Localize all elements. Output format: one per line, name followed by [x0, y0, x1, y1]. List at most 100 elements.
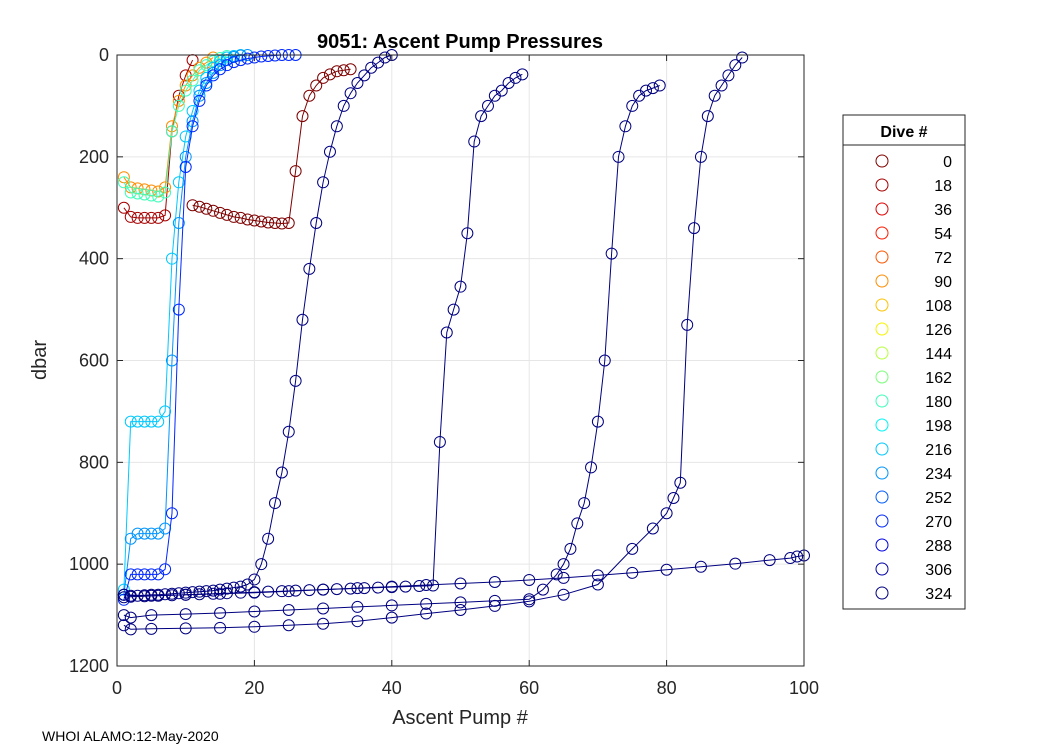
data-point — [509, 71, 522, 84]
x-tick-label: 0 — [112, 678, 122, 698]
x-tick-label: 100 — [789, 678, 819, 698]
legend-marker — [875, 274, 889, 288]
data-point — [550, 568, 563, 581]
legend-item: 144 — [875, 346, 952, 363]
data-point — [200, 79, 213, 92]
data-point — [138, 590, 151, 603]
legend-label: 90 — [934, 274, 952, 291]
data-point — [214, 206, 227, 219]
legend-label: 270 — [925, 514, 952, 531]
data-point — [317, 71, 330, 84]
data-point — [234, 211, 247, 224]
data-point — [269, 217, 282, 230]
data-point — [275, 466, 288, 479]
legend-marker — [875, 466, 889, 480]
data-point — [124, 415, 137, 428]
data-point — [729, 59, 742, 72]
data-point — [131, 527, 144, 540]
legend-label: 126 — [925, 322, 952, 339]
data-point — [337, 64, 350, 77]
chart-title: 9051: Ascent Pump Pressures — [317, 31, 603, 53]
legend-label: 216 — [925, 442, 952, 459]
data-point — [626, 99, 639, 112]
data-point — [200, 59, 213, 72]
data-point — [248, 214, 261, 227]
legend: Dive # 0 18 36 54 72 90 108 126 144 162 180 198 216 2… — [842, 114, 966, 610]
data-point — [138, 188, 151, 201]
legend-label: 162 — [925, 370, 952, 387]
data-point — [220, 59, 233, 72]
data-point — [124, 623, 137, 636]
data-point — [303, 262, 316, 275]
data-point — [207, 204, 220, 217]
data-point — [296, 110, 309, 123]
data-point — [605, 247, 618, 260]
data-point — [495, 84, 508, 97]
legend-label: 0 — [943, 154, 952, 171]
data-point — [481, 99, 494, 112]
data-point — [200, 77, 213, 90]
legend-item: 72 — [875, 250, 952, 267]
data-point — [536, 583, 549, 596]
series-bottom-band — [117, 549, 810, 602]
data-point — [344, 63, 357, 76]
legend-title: Dive # — [880, 124, 927, 141]
data-point — [165, 507, 178, 520]
legend-item: 36 — [875, 202, 952, 219]
y-tick-label: 600 — [79, 351, 109, 371]
data-point — [282, 603, 295, 616]
data-point — [227, 56, 240, 69]
series-line — [123, 85, 660, 619]
data-point — [145, 211, 158, 224]
x-tick-label: 40 — [382, 678, 402, 698]
grid — [117, 55, 804, 666]
series-line — [192, 68, 351, 225]
data-point — [591, 569, 604, 582]
x-tick-label: 20 — [244, 678, 264, 698]
data-point — [152, 190, 165, 203]
legend-item: 0 — [875, 154, 952, 171]
data-point — [275, 217, 288, 230]
data-point — [200, 585, 213, 598]
data-point — [653, 79, 666, 92]
data-point — [117, 201, 130, 214]
data-point — [179, 161, 192, 174]
data-point — [179, 608, 192, 621]
data-point — [124, 590, 137, 603]
data-point — [186, 199, 199, 212]
data-point — [145, 415, 158, 428]
legend-label: 72 — [934, 250, 952, 267]
footnote: WHOI ALAMO:12-May-2020 — [42, 728, 219, 744]
data-point — [186, 586, 199, 599]
data-point — [385, 611, 398, 624]
data-point — [117, 619, 130, 632]
data-point — [715, 79, 728, 92]
data-point — [159, 186, 172, 199]
data-point — [193, 585, 206, 598]
data-point — [207, 51, 220, 64]
data-point — [255, 215, 268, 228]
data-point — [454, 603, 467, 616]
data-point — [282, 585, 295, 598]
series-first-dive-tail — [186, 63, 357, 230]
y-tick-label: 1000 — [69, 554, 109, 574]
data-point — [317, 617, 330, 630]
data-point — [729, 557, 742, 570]
data-point — [660, 563, 673, 576]
data-point — [214, 587, 227, 600]
data-point — [289, 374, 302, 387]
legend-item: 18 — [875, 178, 952, 195]
data-point — [159, 563, 172, 576]
legend-marker — [875, 370, 889, 384]
data-point — [344, 87, 357, 100]
data-point — [433, 435, 446, 448]
legend-item: 306 — [875, 562, 952, 579]
data-point — [193, 94, 206, 107]
data-point — [248, 51, 261, 64]
data-point — [330, 65, 343, 78]
legend-item: 126 — [875, 322, 952, 339]
data-point — [186, 105, 199, 118]
data-point — [323, 145, 336, 158]
legend-marker — [875, 202, 889, 216]
data-point — [269, 49, 282, 62]
